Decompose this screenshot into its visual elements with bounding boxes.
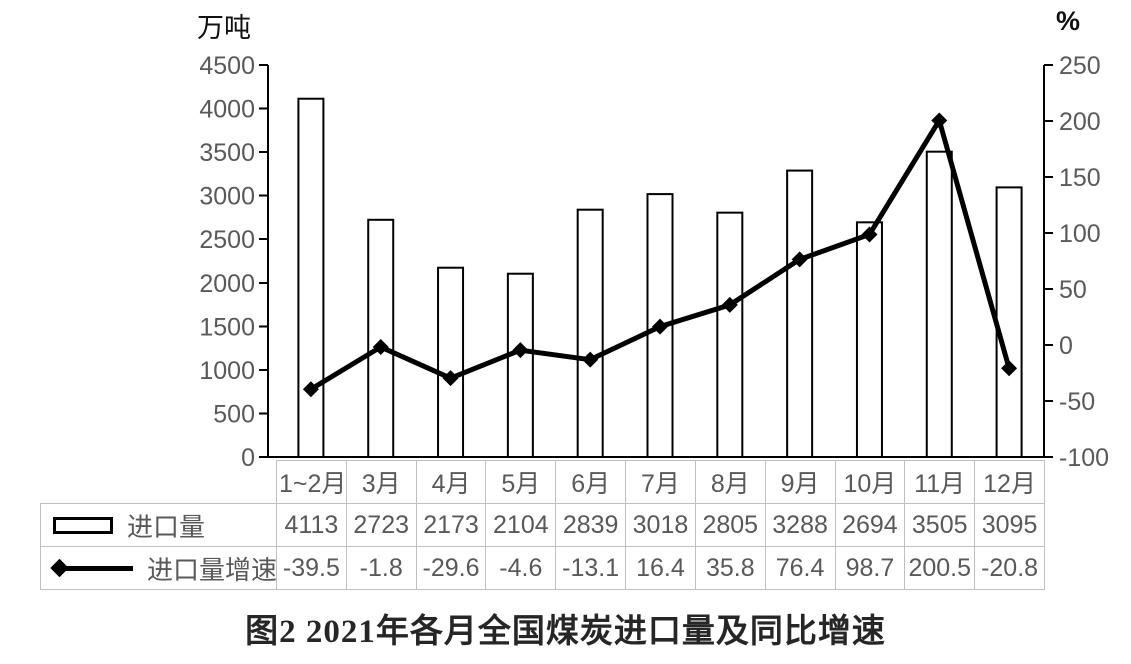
month-label: 5月 [485, 460, 557, 504]
left-tick-label: 1000 [199, 357, 255, 385]
growth-marker [372, 339, 389, 356]
growth-marker [652, 318, 668, 335]
growth-rate-value: -13.1 [555, 546, 627, 590]
month-label: 1~2月 [276, 460, 347, 504]
growth-rate-value: 200.5 [904, 546, 976, 590]
left-tick-label: 3500 [199, 139, 255, 167]
legend-inner: 进口量增速 [43, 550, 277, 587]
left-tick-label: 500 [213, 400, 255, 428]
combo-chart: 050010001500200025003000350040004500-100… [199, 52, 1109, 472]
growth-rate-value: -20.8 [974, 546, 1045, 590]
import-volume-bar [716, 211, 744, 458]
data-table: 1~2月 3月 4月 5月 6月 7月 8月 9月 10月 11月 12月 进口量 4113 2723 21… [40, 460, 1045, 590]
month-label: 9月 [764, 460, 836, 504]
bar-legend-swatch-icon [53, 516, 113, 534]
left-tick-label: 2500 [199, 226, 255, 254]
right-tick-label: 50 [1059, 276, 1087, 304]
growth-marker [582, 351, 599, 368]
import-volume-value: 3018 [625, 503, 696, 547]
import-volume-value: 3288 [764, 503, 836, 547]
import-volume-legend-cell: 进口量 [40, 503, 277, 547]
import-volume-value: 2839 [555, 503, 627, 547]
import-volume-bar [925, 150, 953, 458]
growth-rate-value: 98.7 [834, 546, 906, 590]
import-volume-bar [995, 186, 1023, 458]
growth-marker [1001, 360, 1018, 377]
month-label: 3月 [345, 460, 417, 504]
right-tick-label: 250 [1059, 52, 1101, 80]
left-tick-label: 4500 [199, 52, 255, 80]
month-label: 7月 [625, 460, 696, 504]
right-axis-unit-label: % [1056, 6, 1081, 36]
growth-rate-value: -1.8 [345, 546, 417, 590]
data-table-body: 1~2月 3月 4月 5月 6月 7月 8月 9月 10月 11月 12月 进口量 4113 2723 21… [40, 460, 1045, 590]
growth-rate-value: -29.6 [415, 546, 487, 590]
month-label: 10月 [834, 460, 906, 504]
month-label: 8月 [694, 460, 766, 504]
import-volume-legend-label: 进口量 [127, 511, 206, 542]
legend-inner: 进口量 [43, 507, 274, 544]
growth-rate-row: 进口量增速 -39.5 -1.8 -29.6 -4.6 -13.1 16.4 35.8 76.4… [40, 546, 1045, 590]
growth-rate-value: 16.4 [625, 546, 696, 590]
import-volume-bar [297, 97, 325, 458]
import-volume-bar [786, 169, 814, 458]
import-volume-bar [367, 218, 395, 458]
growth-rate-value: 35.8 [694, 546, 766, 590]
import-volume-value: 3505 [904, 503, 976, 547]
growth-rate-value: -39.5 [276, 546, 347, 590]
right-tick-label: -100 [1059, 444, 1109, 472]
import-volume-value: 4113 [276, 503, 347, 547]
left-axis-unit-label: 万吨 [197, 13, 251, 43]
month-header-row: 1~2月 3月 4月 5月 6月 7月 8月 9月 10月 11月 12月 [41, 460, 1045, 504]
import-volume-value: 3095 [974, 503, 1045, 547]
import-volume-bar [855, 221, 883, 458]
month-label: 12月 [974, 460, 1045, 504]
growth-marker [512, 342, 529, 359]
left-tick-label: 0 [241, 444, 255, 472]
ghost-cell [41, 461, 277, 504]
import-volume-row: 进口量 4113 2723 2173 2104 2839 3018 2805 3288 2694 3… [40, 503, 1045, 547]
right-tick-label: 0 [1059, 332, 1073, 360]
growth-rate-value: 76.4 [764, 546, 836, 590]
import-volume-bar [437, 266, 465, 458]
growth-marker [302, 381, 319, 398]
right-tick-label: 200 [1059, 108, 1101, 136]
left-tick-label: 4000 [199, 96, 255, 124]
left-tick-label: 3000 [199, 183, 255, 211]
month-label: 11月 [904, 460, 976, 504]
left-tick-label: 2000 [199, 270, 255, 298]
import-volume-value: 2723 [345, 503, 417, 547]
right-tick-label: -50 [1059, 388, 1095, 416]
month-label: 6月 [555, 460, 627, 504]
import-volume-bar [506, 272, 534, 459]
diamond-marker-icon [50, 558, 69, 578]
growth-marker [791, 251, 808, 268]
month-label: 4月 [415, 460, 487, 504]
import-volume-bar [576, 208, 604, 458]
growth-marker [721, 296, 738, 313]
growth-rate-value: -4.6 [485, 546, 557, 590]
import-volume-value: 2694 [834, 503, 906, 547]
chart-title: 图2 2021年各月全国煤炭进口量及同比增速 [245, 614, 886, 650]
growth-marker [442, 370, 459, 387]
right-tick-label: 100 [1059, 220, 1101, 248]
growth-marker [931, 112, 948, 129]
growth-rate-legend-label: 进口量增速 [147, 554, 277, 585]
import-volume-value: 2805 [694, 503, 766, 547]
line-legend-swatch-icon [50, 558, 133, 578]
import-volume-value: 2173 [415, 503, 487, 547]
right-tick-label: 150 [1059, 164, 1101, 192]
left-tick-label: 1500 [199, 313, 255, 341]
import-volume-value: 2104 [485, 503, 557, 547]
growth-marker [861, 226, 878, 243]
growth-rate-legend-cell: 进口量增速 [40, 546, 277, 590]
